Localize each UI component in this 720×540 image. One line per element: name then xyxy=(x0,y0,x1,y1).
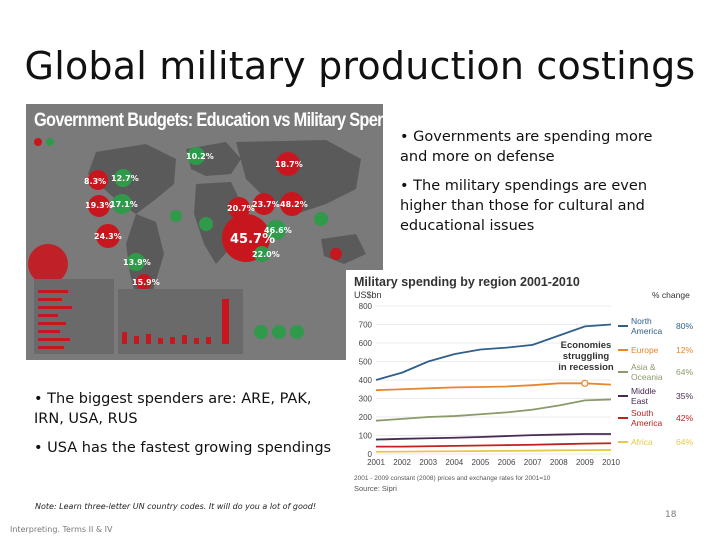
page-number: 18 xyxy=(665,510,677,520)
x-tick-label: 2009 xyxy=(576,458,594,467)
legend-change: 64% xyxy=(676,367,693,377)
bullet-item: • The biggest spenders are: ARE, PAK, IR… xyxy=(34,391,312,427)
series-line xyxy=(375,433,611,441)
map-label: 15.9% xyxy=(132,278,160,287)
annotation-text: Economies xyxy=(561,340,612,351)
bullet-item: • USA has the fastest growing spendings xyxy=(34,440,332,456)
map-label: 13.9% xyxy=(123,258,151,267)
map-label: 45.7% xyxy=(230,232,276,247)
map-label: 8.3% xyxy=(84,177,107,186)
legend-label: Africa xyxy=(631,437,653,447)
legend-label: Middle xyxy=(631,386,656,396)
infographic-title: Government Budgets: Education vs Militar… xyxy=(34,110,383,131)
x-tick-label: 2002 xyxy=(393,458,411,467)
legend-label: America xyxy=(631,326,662,336)
bullet-item: • Governments are spending more and more… xyxy=(400,129,653,165)
legend-label: Asia & xyxy=(631,362,656,372)
map-label: 48.2% xyxy=(280,200,308,209)
legend-label: North xyxy=(631,316,652,326)
map-label: 12.7% xyxy=(111,174,139,183)
chart-footnote: 2001 - 2009 constant (2008) prices and e… xyxy=(354,475,551,482)
y-tick-label: 700 xyxy=(359,321,373,330)
recession-marker xyxy=(581,379,589,387)
map-label: 18.7% xyxy=(275,160,303,169)
legend-change: 80% xyxy=(676,321,693,331)
legend-label: South xyxy=(631,408,653,418)
map-label: 46.6% xyxy=(264,226,292,235)
series-line xyxy=(375,323,612,381)
military-spending-chart: Military spending by region 2001-2010 US… xyxy=(346,270,698,498)
y-tick-label: 100 xyxy=(359,432,373,441)
infographic-image: Government Budgets: Education vs Militar… xyxy=(26,104,383,360)
bullet-list-top: • Governments are spending more and more… xyxy=(400,127,670,245)
x-tick-label: 2010 xyxy=(602,458,620,467)
annotation-text: struggling xyxy=(563,351,610,362)
chart-y-axis-label: US$bn xyxy=(354,290,382,300)
chart-svg: Military spending by region 2001-2010 US… xyxy=(354,275,693,493)
y-tick-label: 300 xyxy=(359,395,373,404)
legend-label: Europe xyxy=(631,345,659,355)
y-tick-label: 800 xyxy=(359,302,373,311)
map-label: 19.3% xyxy=(85,201,113,210)
series-line xyxy=(376,442,612,448)
x-tick-label: 2005 xyxy=(472,458,490,467)
legend-change: 42% xyxy=(676,413,693,423)
y-tick-label: 200 xyxy=(359,413,373,422)
x-tick-label: 2003 xyxy=(419,458,437,467)
x-tick-label: 2004 xyxy=(445,458,463,467)
legend-change: 64% xyxy=(676,437,693,447)
legend-change: 35% xyxy=(676,391,693,401)
map-label: 17.1% xyxy=(110,200,138,209)
bullet-item: • The military spendings are even higher… xyxy=(400,178,648,234)
footer-text: Interpreting. Terms II & IV xyxy=(10,525,113,534)
series-line xyxy=(375,398,612,422)
map-label: 23.7% xyxy=(252,200,280,209)
legend-label: East xyxy=(631,396,649,406)
legend-change: 12% xyxy=(676,345,693,355)
legend-header: % change xyxy=(652,290,690,300)
series-line xyxy=(375,449,612,453)
x-tick-label: 2001 xyxy=(367,458,385,467)
chart-source: Source: Sipri xyxy=(354,484,397,493)
map-label: 24.3% xyxy=(94,232,122,241)
annotation-text: in recession xyxy=(558,362,614,373)
bullet-list-bottom: • The biggest spenders are: ARE, PAK, IR… xyxy=(34,389,334,467)
legend-label: Oceania xyxy=(631,372,663,382)
x-tick-label: 2008 xyxy=(550,458,568,467)
y-tick-label: 600 xyxy=(359,339,373,348)
world-map-graphic xyxy=(28,138,366,354)
map-label: 10.2% xyxy=(186,152,214,161)
y-tick-label: 400 xyxy=(359,376,373,385)
slide-title: Global military production costings xyxy=(24,44,696,88)
series-line xyxy=(375,382,612,392)
y-tick-label: 0 xyxy=(368,450,373,459)
legend-label: America xyxy=(631,418,662,428)
x-tick-label: 2007 xyxy=(524,458,542,467)
x-tick-label: 2006 xyxy=(498,458,516,467)
map-label: 20.7% xyxy=(227,204,255,213)
map-label: 22.0% xyxy=(252,250,280,259)
annotation-box xyxy=(561,338,611,378)
y-tick-label: 500 xyxy=(359,358,373,367)
note-text: Note: Learn three-letter UN country code… xyxy=(35,502,317,511)
chart-title: Military spending by region 2001-2010 xyxy=(354,275,580,289)
